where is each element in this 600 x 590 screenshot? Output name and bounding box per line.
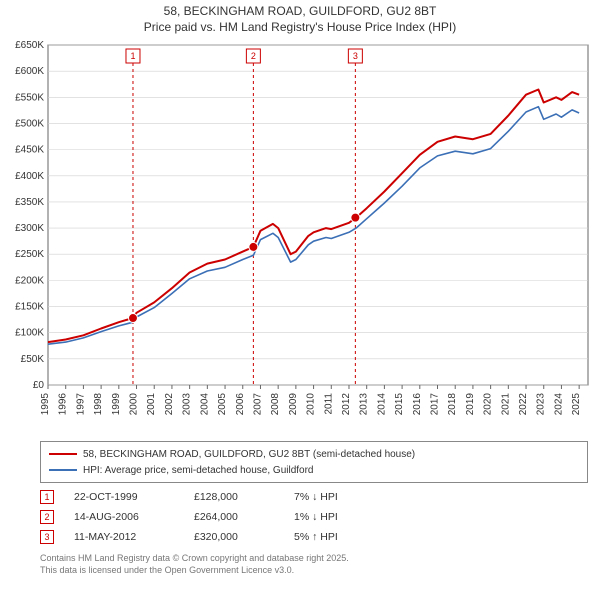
- svg-text:£650K: £650K: [15, 40, 44, 51]
- svg-text:2018: 2018: [447, 393, 458, 416]
- legend-label: 58, BECKINGHAM ROAD, GUILDFORD, GU2 8BT …: [83, 449, 415, 460]
- footer-line2: This data is licensed under the Open Gov…: [40, 565, 588, 577]
- svg-text:1998: 1998: [93, 393, 104, 416]
- sales-row: 2 14-AUG-2006 £264,000 1% ↓ HPI: [40, 507, 588, 527]
- sale-price: £128,000: [194, 491, 274, 503]
- sales-row: 3 11-MAY-2012 £320,000 5% ↑ HPI: [40, 527, 588, 547]
- sale-price: £320,000: [194, 531, 274, 543]
- svg-text:£250K: £250K: [15, 249, 44, 260]
- svg-text:2002: 2002: [164, 393, 175, 416]
- svg-text:£500K: £500K: [15, 119, 44, 130]
- legend-swatch: [49, 453, 77, 455]
- chart-area: £0 £50K £100K £150K £200K £250K £300K £350K £400…: [0, 35, 600, 435]
- svg-text:£150K: £150K: [15, 302, 44, 313]
- svg-text:£100K: £100K: [15, 328, 44, 339]
- svg-text:2011: 2011: [323, 393, 334, 415]
- svg-text:2016: 2016: [412, 393, 423, 416]
- svg-text:2023: 2023: [536, 393, 547, 416]
- svg-text:2008: 2008: [270, 393, 281, 416]
- svg-text:2006: 2006: [235, 393, 246, 416]
- svg-text:2007: 2007: [252, 393, 263, 416]
- svg-text:2025: 2025: [571, 393, 582, 416]
- svg-text:£350K: £350K: [15, 197, 44, 208]
- legend-box: 58, BECKINGHAM ROAD, GUILDFORD, GU2 8BT …: [40, 441, 588, 483]
- svg-text:2000: 2000: [129, 393, 140, 416]
- sale-marker-icon: 2: [40, 510, 54, 524]
- svg-text:1999: 1999: [111, 393, 122, 416]
- svg-text:2021: 2021: [500, 393, 511, 416]
- svg-text:2022: 2022: [518, 393, 529, 416]
- svg-text:1: 1: [130, 51, 135, 61]
- svg-text:2015: 2015: [394, 393, 405, 416]
- svg-text:2003: 2003: [182, 393, 193, 416]
- svg-text:£300K: £300K: [15, 223, 44, 234]
- svg-text:£550K: £550K: [15, 92, 44, 103]
- svg-text:2010: 2010: [306, 393, 317, 416]
- sale-date: 22-OCT-1999: [74, 491, 174, 503]
- sale-diff: 5% ↑ HPI: [294, 531, 374, 543]
- footer-line1: Contains HM Land Registry data © Crown c…: [40, 553, 588, 565]
- title-line2: Price paid vs. HM Land Registry's House …: [0, 20, 600, 36]
- svg-text:2005: 2005: [217, 393, 228, 416]
- legend-row: HPI: Average price, semi-detached house,…: [49, 462, 579, 478]
- sale-date: 11-MAY-2012: [74, 531, 174, 543]
- svg-text:2020: 2020: [483, 393, 494, 416]
- svg-text:2014: 2014: [376, 393, 387, 416]
- footer-attribution: Contains HM Land Registry data © Crown c…: [40, 553, 588, 576]
- sale-diff: 1% ↓ HPI: [294, 511, 374, 523]
- svg-text:£450K: £450K: [15, 145, 44, 156]
- svg-text:2009: 2009: [288, 393, 299, 416]
- sale-price: £264,000: [194, 511, 274, 523]
- svg-text:1995: 1995: [40, 393, 51, 416]
- legend-swatch: [49, 469, 77, 471]
- svg-text:2019: 2019: [465, 393, 476, 416]
- legend-label: HPI: Average price, semi-detached house,…: [83, 465, 314, 476]
- title-line1: 58, BECKINGHAM ROAD, GUILDFORD, GU2 8BT: [0, 4, 600, 20]
- svg-text:£0: £0: [33, 380, 45, 391]
- sales-table: 1 22-OCT-1999 £128,000 7% ↓ HPI 2 14-AUG-2006…: [40, 487, 588, 547]
- svg-text:2004: 2004: [199, 393, 210, 416]
- sale-date: 14-AUG-2006: [74, 511, 174, 523]
- svg-text:3: 3: [353, 51, 358, 61]
- price-chart-svg: £0 £50K £100K £150K £200K £250K £300K £350K £400…: [0, 35, 600, 435]
- svg-text:2012: 2012: [341, 393, 352, 416]
- svg-text:1996: 1996: [58, 393, 69, 416]
- svg-text:£50K: £50K: [21, 354, 45, 365]
- chart-title: 58, BECKINGHAM ROAD, GUILDFORD, GU2 8BT …: [0, 0, 600, 35]
- svg-text:£600K: £600K: [15, 66, 44, 77]
- sale-diff: 7% ↓ HPI: [294, 491, 374, 503]
- svg-text:£400K: £400K: [15, 171, 44, 182]
- sale-marker-icon: 1: [40, 490, 54, 504]
- svg-text:2017: 2017: [430, 393, 441, 416]
- legend-row: 58, BECKINGHAM ROAD, GUILDFORD, GU2 8BT …: [49, 446, 579, 462]
- svg-text:2013: 2013: [359, 393, 370, 416]
- svg-text:1997: 1997: [75, 393, 86, 416]
- svg-text:2024: 2024: [553, 393, 564, 416]
- svg-text:£200K: £200K: [15, 276, 44, 287]
- svg-text:2: 2: [251, 51, 256, 61]
- sales-row: 1 22-OCT-1999 £128,000 7% ↓ HPI: [40, 487, 588, 507]
- svg-text:2001: 2001: [146, 393, 157, 416]
- sale-marker-icon: 3: [40, 530, 54, 544]
